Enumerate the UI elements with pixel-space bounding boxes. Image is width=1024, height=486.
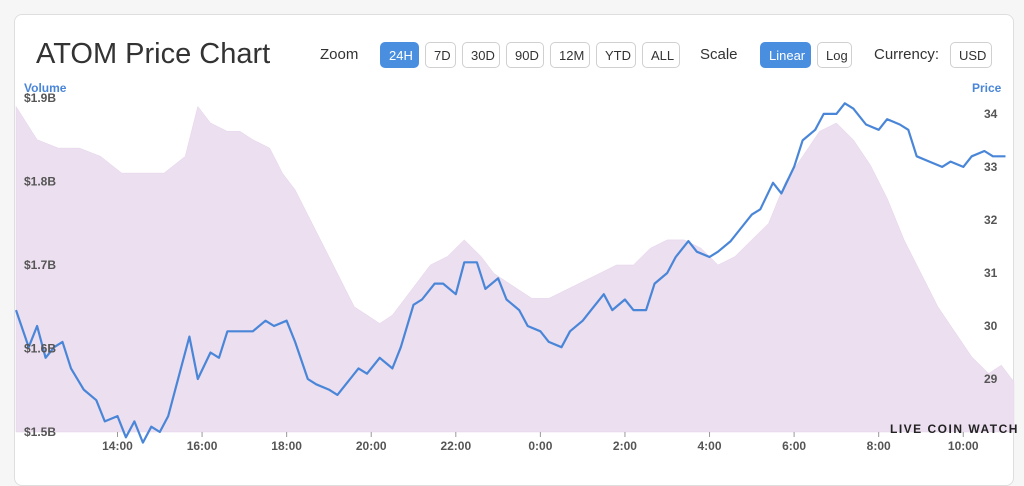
volume-tick-label: $1.7B <box>24 258 56 272</box>
volume-tick-label: $1.8B <box>24 175 56 189</box>
scale-label: Scale <box>700 46 738 63</box>
scale-linear-button[interactable]: Linear <box>760 42 811 68</box>
page-title: ATOM Price Chart <box>36 38 271 70</box>
zoom-option-button[interactable]: 30D <box>462 42 500 68</box>
price-tick-label: 29 <box>984 372 998 386</box>
x-tick-label: 4:00 <box>698 439 722 453</box>
zoom-option-button[interactable]: ALL <box>642 42 680 68</box>
scale-log-button[interactable]: Log <box>817 42 852 68</box>
volume-tick-label: $1.5B <box>24 425 56 439</box>
price-axis-title: Price <box>972 81 1002 95</box>
volume-axis-title: Volume <box>24 81 67 95</box>
price-tick-label: 32 <box>984 213 998 227</box>
zoom-label: Zoom <box>320 46 359 63</box>
x-tick-label: 20:00 <box>356 439 387 453</box>
price-tick-label: 33 <box>984 160 998 174</box>
live-coin-watch-watermark: LIVE COIN WATCH <box>890 422 1019 436</box>
zoom-option-button[interactable]: YTD <box>596 42 636 68</box>
price-tick-label: 30 <box>984 319 998 333</box>
zoom-option-button[interactable]: 7D <box>425 42 456 68</box>
x-tick-label: 8:00 <box>867 439 891 453</box>
volume-tick-label: $1.9B <box>24 91 56 105</box>
currency-label: Currency: <box>874 46 940 63</box>
x-tick-label: 18:00 <box>271 439 302 453</box>
zoom-option-button[interactable]: 12M <box>550 42 590 68</box>
currency-select[interactable]: USD <box>950 42 992 68</box>
price-volume-chart: Volume Price $1.5B $1.6B $1.7B $1.8B $1.9B 29 30… <box>14 81 1015 453</box>
x-tick-label: 0:00 <box>528 439 552 453</box>
zoom-option-button[interactable]: 90D <box>506 42 544 68</box>
volume-area <box>15 105 1015 433</box>
x-tick-label: 22:00 <box>440 439 471 453</box>
x-tick-label: 10:00 <box>948 439 979 453</box>
price-tick-label: 34 <box>984 107 998 121</box>
x-tick-label: 16:00 <box>187 439 218 453</box>
x-tick-label: 2:00 <box>613 439 637 453</box>
x-tick-label: 6:00 <box>782 439 806 453</box>
price-line <box>14 102 1006 444</box>
price-tick-label: 31 <box>984 266 998 280</box>
volume-tick-label: $1.6B <box>24 342 56 356</box>
zoom-option-button[interactable]: 24H <box>380 42 419 68</box>
x-tick-label: 14:00 <box>102 439 133 453</box>
